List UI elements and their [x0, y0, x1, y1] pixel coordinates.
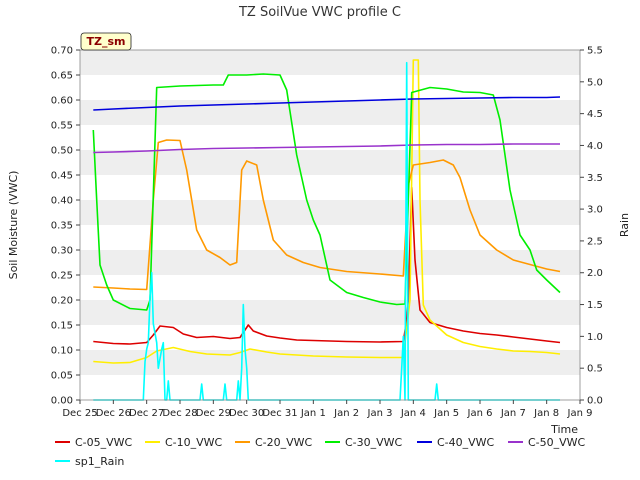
- legend-item: C-05_VWC: [55, 436, 133, 449]
- legend-label: C-50_VWC: [528, 436, 586, 449]
- grid-band: [80, 150, 580, 175]
- x-tick-label: Jan 1: [300, 408, 326, 419]
- legend-label: sp1_Rain: [75, 455, 124, 468]
- y-tick-label: 0.45: [51, 171, 73, 182]
- y-tick-label: 0.15: [51, 321, 73, 332]
- y-tick-label: 0.70: [51, 46, 73, 57]
- station-badge-label: TZ_sm: [87, 35, 126, 48]
- legend-label: C-30_VWC: [345, 436, 403, 449]
- y2-tick-label: 4.0: [587, 141, 603, 152]
- y-tick-label: 0.30: [51, 246, 73, 257]
- series-line-c-40-vwc: [93, 96, 561, 111]
- series-line-sp1-rain: [93, 61, 560, 401]
- y-tick-label: 0.65: [51, 71, 73, 82]
- legend-item: C-50_VWC: [508, 436, 586, 449]
- grid-band: [80, 350, 580, 375]
- y-tick-label: 0.40: [51, 196, 73, 207]
- y-tick-label: 0.05: [51, 371, 73, 382]
- x-tick-label: Dec 26: [96, 408, 131, 419]
- legend-item: C-10_VWC: [145, 436, 223, 449]
- y-axis-title: Soil Moisture (VWC): [7, 171, 20, 280]
- legend-label: C-20_VWC: [255, 436, 313, 449]
- x-tick-label: Jan 6: [467, 408, 493, 419]
- y2-tick-label: 2.5: [587, 236, 603, 247]
- legend: C-05_VWC C-10_VWC C-20_VWC C-30_VWC C-40_VWC…: [55, 436, 586, 468]
- y-tick-label: 0.50: [51, 146, 73, 157]
- grid-band: [80, 50, 580, 75]
- legend-item: C-40_VWC: [417, 436, 495, 449]
- chart-title: TZ SoilVue VWC profile C: [238, 5, 401, 20]
- y2-tick-label: 1.0: [587, 332, 603, 343]
- grid-band: [80, 300, 580, 325]
- legend-item: sp1_Rain: [55, 455, 124, 468]
- grid-band: [80, 100, 580, 125]
- y2-tick-label: 2.0: [587, 268, 603, 279]
- x-tick-label: Jan 4: [400, 408, 426, 419]
- series-line-c-20-vwc: [93, 139, 561, 291]
- y-tick-label: 0.35: [51, 221, 73, 232]
- series-line-c-50-vwc: [93, 143, 560, 154]
- y2-tick-label: 4.5: [587, 109, 603, 120]
- legend-label: C-05_VWC: [75, 436, 133, 449]
- y-tick-label: 0.60: [51, 96, 73, 107]
- y2-tick-label: 3.5: [587, 173, 603, 184]
- x-tick-label: Jan 2: [333, 408, 359, 419]
- y2-tick-label: 0.5: [587, 364, 603, 375]
- series-line-c-10-vwc: [93, 59, 561, 364]
- y2-tick-label: 0.0: [587, 396, 603, 407]
- x-tick-label: Jan 3: [367, 408, 393, 419]
- x-tick-label: Jan 7: [500, 408, 526, 419]
- legend-item: C-20_VWC: [235, 436, 313, 449]
- y-tick-label: 0.20: [51, 296, 73, 307]
- y-tick-label: 0.10: [51, 346, 73, 357]
- y-tick-label: 0.25: [51, 271, 73, 282]
- station-badge: TZ_sm: [80, 32, 132, 51]
- y2-tick-label: 1.5: [587, 300, 603, 311]
- grid-bands: [80, 50, 580, 375]
- y2-tick-label: 3.0: [587, 205, 603, 216]
- series-line-c-30-vwc: [92, 73, 561, 311]
- y-tick-label: 0.00: [51, 396, 73, 407]
- grid-band: [80, 250, 580, 275]
- legend-label: C-10_VWC: [165, 436, 223, 449]
- x-tick-label: Dec 29: [196, 408, 231, 419]
- grid-band: [80, 200, 580, 225]
- y2-tick-label: 5.5: [587, 46, 603, 57]
- y-axis-left: 0.00 0.05 0.10 0.15 0.20 0.25 0.30 0.35 0.40 0.45…: [51, 46, 80, 407]
- x-tick-label: Dec 28: [162, 408, 197, 419]
- series-line-c-05-vwc: [93, 186, 561, 345]
- y2-tick-label: 5.0: [587, 77, 603, 88]
- x-tick-label: Jan 9: [567, 408, 593, 419]
- x-tick-label: Dec 31: [262, 408, 297, 419]
- x-tick-label: Dec 27: [129, 408, 164, 419]
- y-axis-right: 0.0 0.5 1.0 1.5 2.0 2.5 3.0 3.5 4.0 4.5 5.0 5.5: [580, 46, 603, 407]
- x-axis-title: Time: [550, 423, 578, 436]
- x-tick-label: Jan 5: [433, 408, 459, 419]
- x-tick-label: Dec 30: [229, 408, 264, 419]
- legend-item: C-30_VWC: [325, 436, 403, 449]
- series-layer: [92, 59, 561, 401]
- x-tick-label: Dec 25: [62, 408, 97, 419]
- legend-label: C-40_VWC: [437, 436, 495, 449]
- y2-axis-title: Rain: [618, 213, 631, 237]
- x-tick-label: Jan 8: [533, 408, 559, 419]
- y-tick-label: 0.55: [51, 121, 73, 132]
